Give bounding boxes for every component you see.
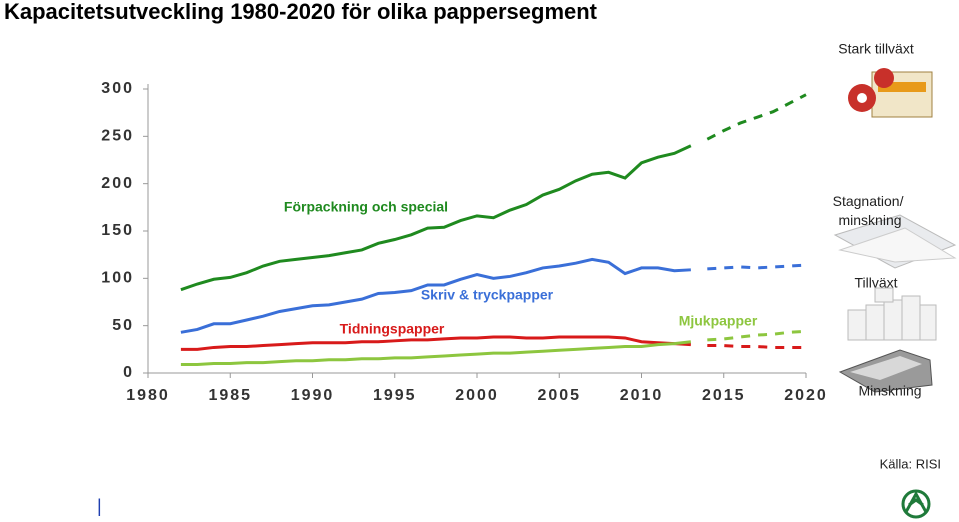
y-tick-label: 50: [112, 317, 134, 334]
series-line: [180, 340, 692, 366]
x-tick-label: 1990: [291, 387, 335, 404]
y-tick-label: 300: [101, 80, 134, 97]
slide-marker: |: [97, 496, 102, 516]
segment-note: Tillväxt: [854, 275, 897, 291]
x-tick-label: 1995: [373, 387, 417, 404]
y-tick-label: 0: [123, 364, 134, 381]
forecast-line: [706, 93, 807, 141]
series-label: Skriv & tryckpapper: [421, 287, 554, 303]
packaging-icon: [848, 68, 933, 118]
y-tick-label: 100: [101, 270, 134, 287]
logo: [901, 489, 931, 519]
segment-note: Stark tillväxt: [838, 41, 914, 57]
segment-note: Stagnation/ minskning: [833, 193, 908, 228]
series-line: [180, 144, 692, 292]
tissue-icon: [847, 287, 937, 341]
x-tick-label: 2000: [455, 387, 499, 404]
series-line: [180, 257, 691, 334]
x-tick-label: 2015: [702, 387, 746, 404]
x-tick-label: 2020: [784, 387, 828, 404]
newspaper-icon: [838, 349, 933, 393]
y-tick-label: 250: [101, 128, 134, 145]
series-label: Mjukpapper: [679, 313, 758, 329]
paper-icon: [833, 214, 957, 269]
series-line: [180, 335, 691, 351]
series-label: Förpackning och special: [284, 199, 448, 215]
y-tick-label: 150: [101, 222, 134, 239]
x-tick-label: 2010: [620, 387, 664, 404]
chart-title: Kapacitetsutveckling 1980-2020 för olika…: [4, 0, 598, 24]
segment-note: Minskning: [858, 383, 921, 399]
x-tick-label: 1985: [208, 387, 252, 404]
forecast-line: [707, 329, 807, 342]
x-tick-label: 1980: [126, 387, 170, 404]
forecast-line: [707, 263, 807, 271]
x-tick-label: 2005: [537, 387, 581, 404]
forecast-line: [707, 344, 806, 349]
y-tick-label: 200: [101, 175, 134, 192]
series-label: Tidningspapper: [340, 321, 445, 337]
source: Källa: RISI: [880, 456, 941, 471]
